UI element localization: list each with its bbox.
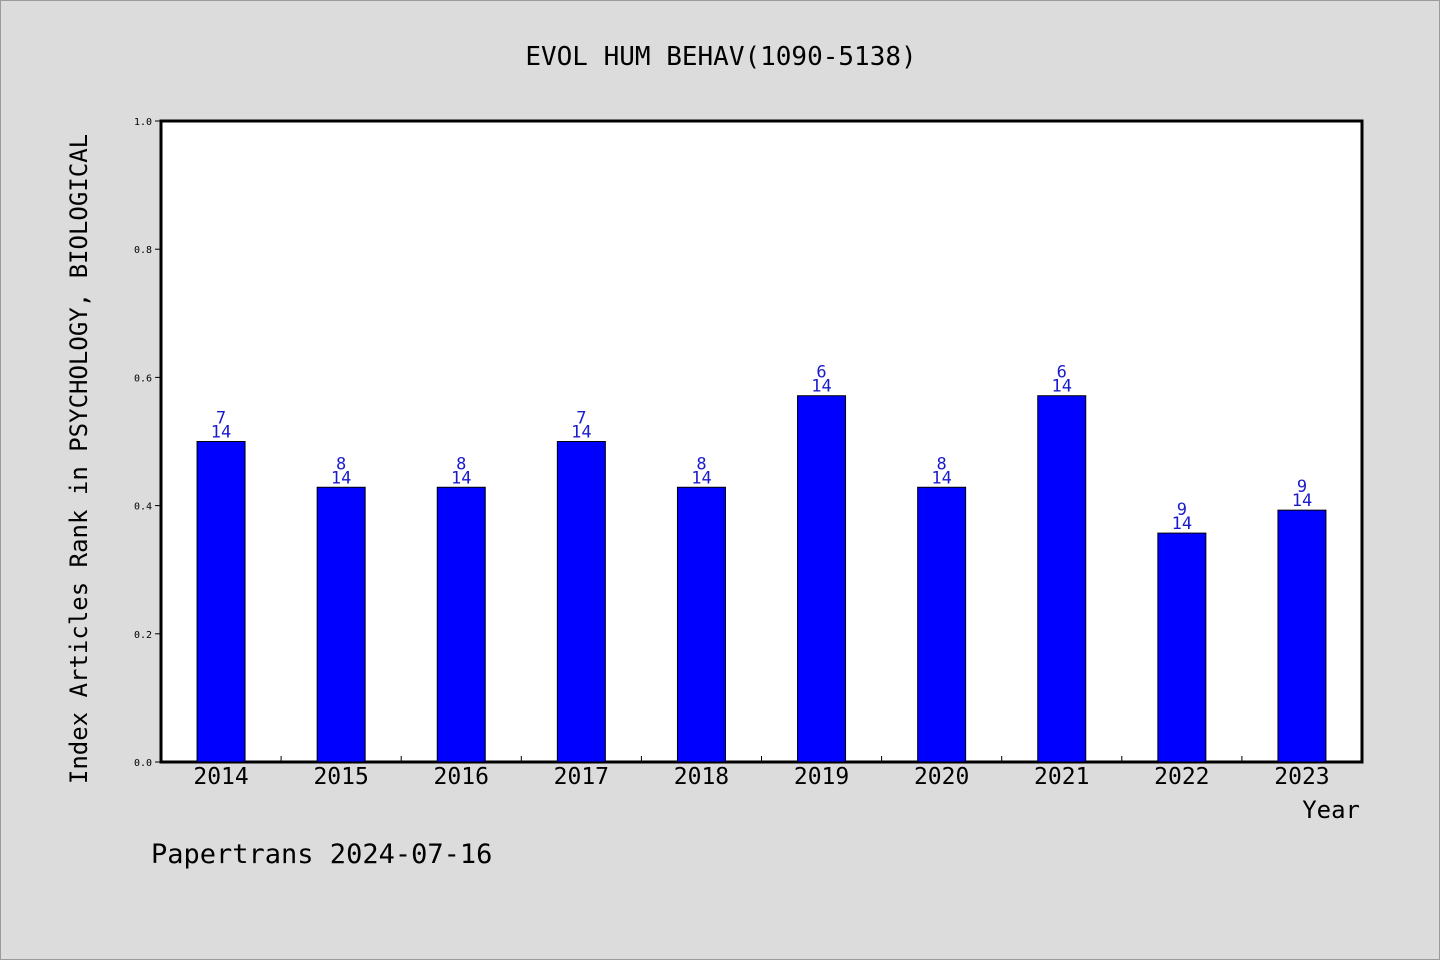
x-tick-label: 2020: [914, 764, 969, 790]
y-tick-label: 0.6: [134, 373, 152, 384]
y-tick-label: 0.4: [134, 502, 152, 513]
x-tick-label: 2021: [1034, 764, 1089, 790]
bar-rank-label: 6: [1057, 363, 1067, 383]
bar-rank-label: 6: [816, 363, 826, 383]
bar-rank-label: 7: [576, 409, 586, 429]
x-tick-label: 2017: [554, 764, 609, 790]
bar-rank-label: 9: [1297, 477, 1307, 497]
bar-rank-label: 9: [1177, 500, 1187, 520]
bar-total-label: 14: [451, 468, 471, 488]
bar-rank-label: 8: [937, 454, 947, 474]
y-tick-label: 0.0: [134, 758, 152, 769]
bar-total-label: 14: [1292, 491, 1312, 511]
bar-rank-label: 8: [456, 454, 466, 474]
bar-total-label: 14: [811, 377, 831, 397]
bar-total-label: 14: [1172, 514, 1192, 534]
bar-rank-label: 8: [336, 454, 346, 474]
bar-rank-label: 8: [696, 454, 706, 474]
bar: [196, 441, 246, 763]
bar-total-label: 14: [211, 423, 231, 443]
bar: [1277, 509, 1327, 763]
bar-rank-label: 7: [216, 409, 226, 429]
bar: [1037, 395, 1087, 763]
x-tick-label: 2022: [1154, 764, 1209, 790]
bar: [1157, 532, 1207, 763]
x-axis-title: Year: [1302, 796, 1360, 824]
bar-series: [196, 395, 1327, 763]
y-tick-label: 1.0: [134, 117, 152, 128]
bar-total-label: 14: [691, 468, 711, 488]
x-tick-label: 2023: [1274, 764, 1329, 790]
y-axis-title: Index Articles Rank in PSYCHOLOGY, BIOLO…: [65, 134, 93, 784]
x-tick-label: 2018: [674, 764, 729, 790]
y-axis: 0.0 0.2 0.4 0.6 0.8 1.0: [134, 117, 161, 769]
x-tick-label: 2015: [313, 764, 368, 790]
x-tick-label: 2016: [434, 764, 489, 790]
bar-total-label: 14: [1052, 377, 1072, 397]
chart-title: EVOL HUM BEHAV(1090-5138): [525, 42, 916, 72]
y-tick-label: 0.2: [134, 630, 152, 641]
bar: [676, 486, 726, 763]
footer-watermark: Papertrans 2024-07-16: [151, 839, 492, 870]
bar: [556, 441, 606, 763]
x-axis: 2014 2015 2016 2017 2018 2019 2020 2021 2022 2023: [193, 756, 1330, 790]
bar-total-label: 14: [331, 468, 351, 488]
x-tick-label: 2014: [193, 764, 248, 790]
bar-total-label: 14: [571, 423, 591, 443]
bar: [797, 395, 847, 763]
bar-total-label: 14: [931, 468, 951, 488]
x-tick-label: 2019: [794, 764, 849, 790]
bar: [917, 486, 967, 763]
bar: [436, 486, 486, 763]
y-tick-label: 0.8: [134, 245, 152, 256]
bar: [316, 486, 366, 763]
